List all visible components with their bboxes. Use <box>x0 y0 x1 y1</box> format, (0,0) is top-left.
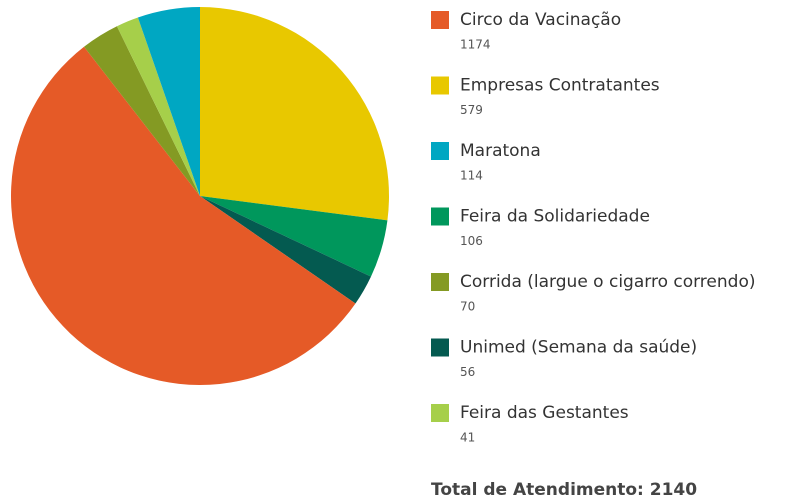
legend-label: Circo da Vacinação <box>460 10 621 30</box>
pie-slice <box>84 26 200 196</box>
legend-label: Feira da Solidariedade <box>460 207 650 227</box>
pie <box>10 7 389 385</box>
pie-slice <box>200 7 389 221</box>
legend-label: Feira das Gestantes <box>460 403 629 423</box>
total-label: Total de Atendimento: 2140 <box>431 480 697 500</box>
legend-label: Empresas Contratantes <box>460 76 660 96</box>
legend-value: 114 <box>460 169 483 183</box>
legend-value: 56 <box>460 365 475 379</box>
pie-slice <box>200 196 388 277</box>
legend-label: Unimed (Semana da saúde) <box>460 338 697 358</box>
legend-swatch <box>431 207 449 226</box>
legend-swatch <box>431 11 449 29</box>
legend-value: 579 <box>460 103 483 117</box>
pie-slice <box>200 196 371 304</box>
legend-value: 1174 <box>460 38 491 52</box>
pie-slice <box>10 46 356 385</box>
legend-label: Corrida (largue o cigarro correndo) <box>460 272 755 292</box>
legend-swatch <box>431 76 449 95</box>
legend: Circo da Vacinação 1174 Empresas Contratan… <box>431 10 755 445</box>
legend-value: 106 <box>460 234 483 248</box>
legend-swatch <box>431 404 449 422</box>
legend-value: 41 <box>460 431 475 445</box>
pie-slice <box>137 7 200 196</box>
pie-slice <box>116 17 200 197</box>
legend-value: 70 <box>460 300 475 314</box>
legend-swatch <box>431 273 449 291</box>
legend-swatch <box>431 338 449 357</box>
legend-label: Maratona <box>460 141 541 161</box>
legend-swatch <box>431 142 449 160</box>
